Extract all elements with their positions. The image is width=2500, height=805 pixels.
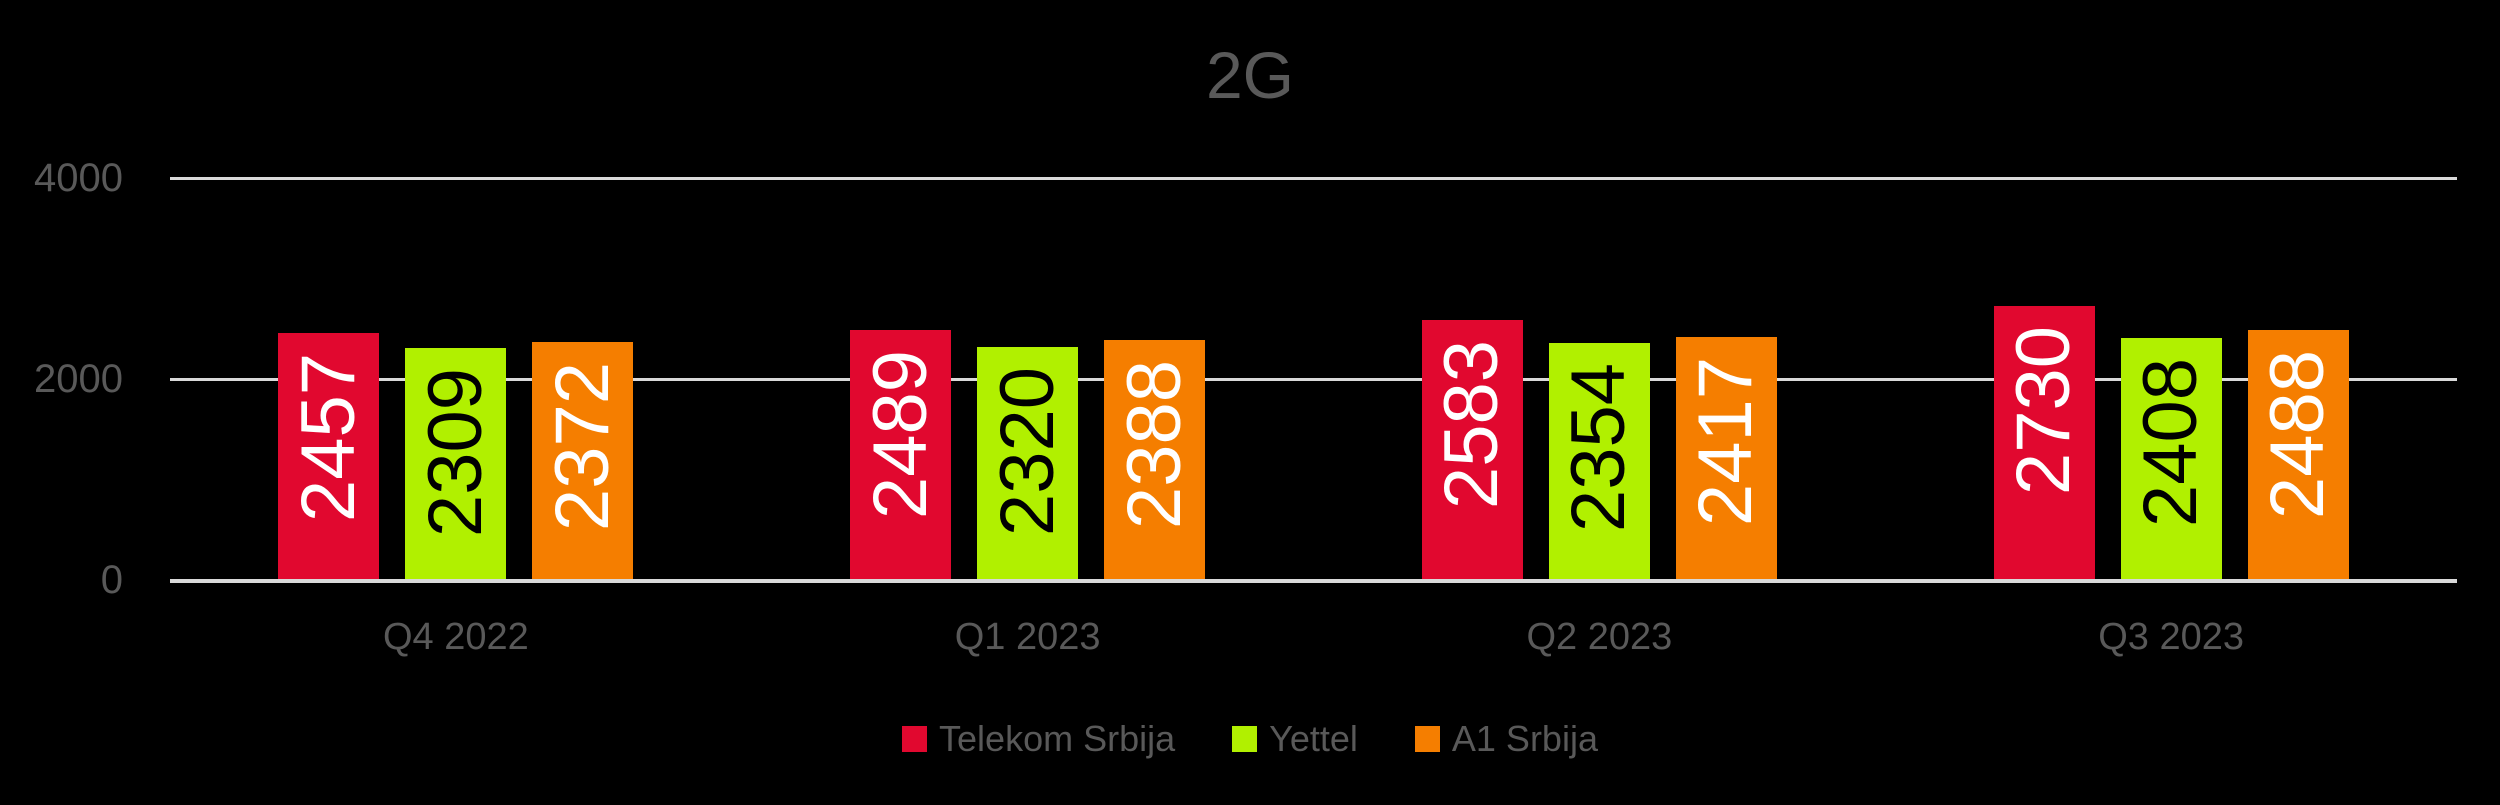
bar-value-label: 2457 [285, 353, 371, 523]
bar-value-label: 2408 [2128, 358, 2214, 528]
gridline-2000 [170, 377, 2457, 381]
legend-item-yettel: Yettel [1232, 719, 1358, 759]
bars-layer: 2457 2309 2372 2489 2320 2388 2583 2354 2417 2730… [170, 178, 2457, 580]
y-axis-tick-label-0: 0 [100, 558, 123, 602]
bar-value-label: 2388 [1111, 360, 1197, 530]
bar-a1-srbija-q3-2023: 2488 [2247, 330, 2349, 580]
bar-a1-srbija-q1-2023: 2388 [1104, 340, 1206, 580]
legend-marker-telekom-srbija [902, 726, 928, 752]
bar-telekom-srbija-q4-2022: 2457 [278, 333, 380, 580]
gridline-4000 [170, 176, 2457, 180]
legend-item-a1-srbija: A1 Srbija [1414, 718, 1598, 760]
x-axis-category-label-q2-2023: Q2 2023 [1526, 616, 1673, 658]
bar-value-label: 2372 [539, 362, 625, 532]
bar-yettel-q3-2023: 2408 [2120, 338, 2222, 580]
bar-group-q2-2023: 2583 2354 2417 [1314, 178, 1886, 580]
bar-value-label: 2488 [2255, 350, 2341, 520]
bar-group-q3-2023: 2730 2408 2488 [1885, 178, 2457, 580]
x-axis-category-label-q1-2023: Q1 2023 [954, 616, 1101, 658]
x-axis-labels: Q4 2022 Q1 2023 Q2 2023 Q3 2023 [170, 616, 2457, 660]
x-axis-category-label-q4-2022: Q4 2022 [382, 616, 529, 658]
bar-yettel-q2-2023: 2354 [1548, 343, 1650, 580]
bar-value-label: 2354 [1556, 363, 1642, 533]
bar-value-label: 2583 [1429, 340, 1515, 510]
bar-group-q4-2022: 2457 2309 2372 [170, 178, 742, 580]
legend-marker-a1-srbija [1414, 726, 1440, 752]
bar-value-label: 2489 [857, 350, 943, 520]
bar-telekom-srbija-q2-2023: 2583 [1421, 320, 1523, 580]
legend-label-telekom-srbija: Telekom Srbija [939, 718, 1176, 760]
legend-label-a1-srbija: A1 Srbija [1451, 718, 1598, 760]
bar-telekom-srbija-q1-2023: 2489 [850, 330, 952, 580]
legend-label-yettel: Yettel [1269, 718, 1358, 760]
bar-a1-srbija-q2-2023: 2417 [1675, 337, 1777, 580]
bar-value-label: 2320 [984, 367, 1070, 537]
y-axis-tick-label-2000: 2000 [34, 357, 123, 401]
bar-a1-srbija-q4-2022: 2372 [532, 342, 634, 580]
legend: Telekom Srbija Yettel A1 Srbija [0, 712, 2500, 766]
legend-item-telekom-srbija: Telekom Srbija [902, 719, 1175, 759]
chart-title: 2G [1205, 38, 1295, 112]
bar-value-label: 2730 [2001, 326, 2087, 496]
bar-value-label: 2417 [1683, 357, 1769, 527]
legend-marker-yettel [1232, 726, 1258, 752]
bar-telekom-srbija-q3-2023: 2730 [1993, 306, 2095, 580]
bar-yettel-q1-2023: 2320 [977, 347, 1079, 580]
bar-yettel-q4-2022: 2309 [405, 348, 507, 580]
bar-value-label: 2309 [412, 368, 498, 538]
gridline-0 [170, 579, 2457, 583]
y-axis-tick-label-4000: 4000 [34, 156, 123, 200]
x-axis-category-label-q3-2023: Q3 2023 [2098, 616, 2245, 658]
bar-group-q1-2023: 2489 2320 2388 [742, 178, 1314, 580]
